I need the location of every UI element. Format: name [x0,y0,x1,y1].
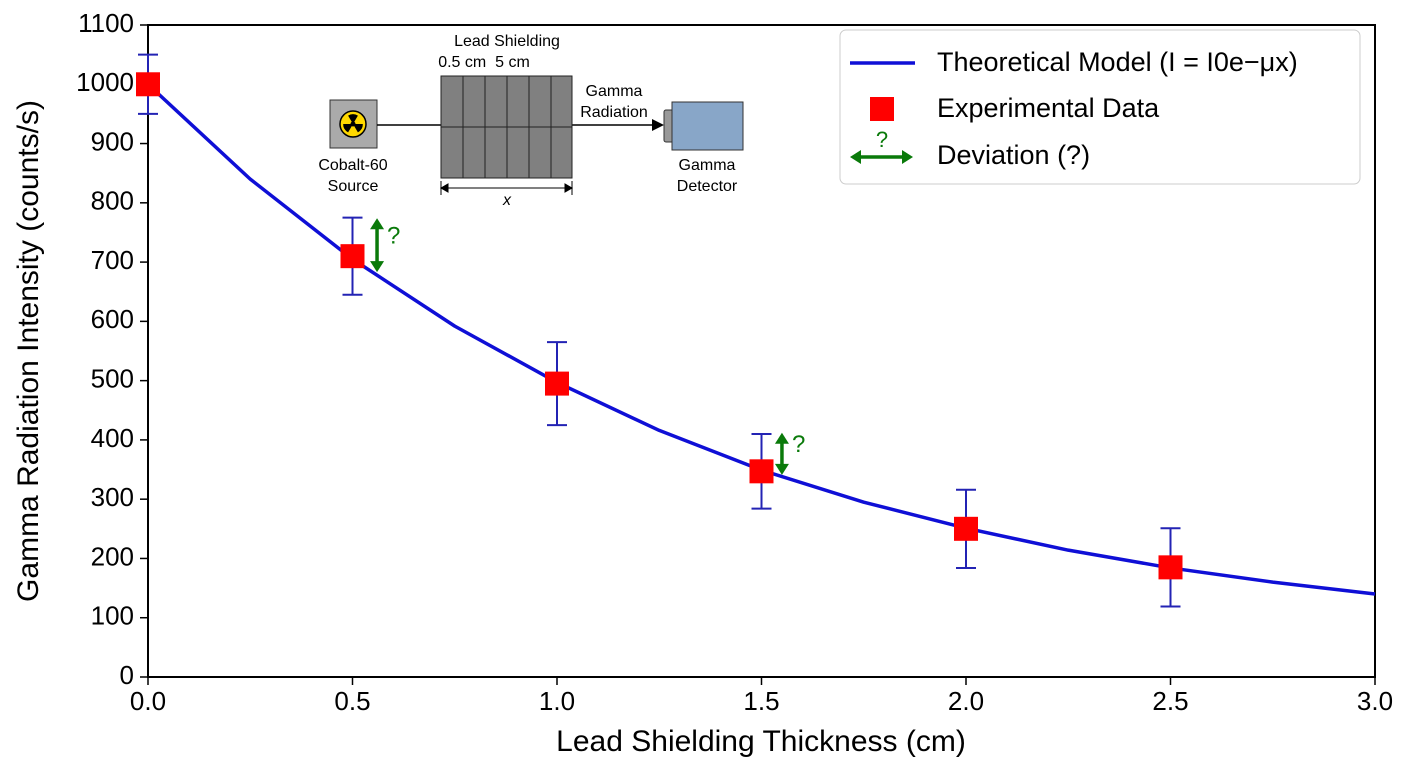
legend: Theoretical Model (I = I0e−μx) Experimen… [839,29,1361,185]
data-point [136,72,160,97]
beam-arrowhead [652,119,664,131]
legend-label: Experimental Data [937,93,1160,123]
inset-label: Lead Shielding [454,33,560,50]
x-tick-label: 0.5 [334,686,370,716]
source-box [329,99,378,149]
y-tick-label: 500 [91,364,134,394]
data-point [1158,555,1183,580]
inset-label: Gamma [586,83,643,100]
y-tick-label: 400 [91,423,134,453]
x-tick-label: 2.5 [1152,686,1188,716]
radiation-trefoil [343,114,363,133]
y-tick-label: 100 [91,601,134,631]
data-point [545,371,569,396]
data-point [749,459,774,484]
data-point [340,244,365,269]
legend-label: Deviation (?) [937,140,1090,170]
x-tick-label: 2.0 [948,686,984,716]
y-tick-label: 900 [91,126,134,156]
deviation-arrow [774,432,789,475]
x-axis-label: Lead Shielding Thickness (cm) [556,725,966,758]
y-tick-label: 1000 [76,67,134,97]
y-tick-label: 0 [120,660,134,690]
y-tick-label: 600 [91,304,134,334]
y-tick-label: 300 [91,482,134,512]
legend-box [839,29,1361,185]
y-tick-label: 1100 [78,8,134,38]
dimension-ends [439,181,574,195]
arrow-head [902,150,913,164]
deviation-arrow [370,218,385,273]
detector-box [671,101,744,151]
lead-plates [441,76,572,178]
inset-label: Radiation [580,104,648,121]
arrow-head [370,261,385,273]
x-tick-label: 1.0 [539,686,575,716]
x-tick-label: 0.0 [130,686,166,716]
deviation-label: ? [792,431,805,458]
arrow-head [850,150,861,164]
deviation-label: ? [387,223,400,250]
inset-label: Source [328,178,379,195]
arrow-head [774,463,789,475]
inset-label: x [502,192,512,209]
inset-label: 0.5 cm 5 cm [438,54,530,71]
legend-deviation-mark: ? [876,127,888,152]
x-tick-label: 3.0 [1357,686,1393,716]
y-tick-label: 700 [91,245,134,275]
arrow-head [774,432,789,444]
inset-diagram: Lead Shielding 0.5 cm 5 cm Gamma Radiati… [318,33,744,209]
legend-marker [870,97,894,121]
inset-label: Gamma [679,157,736,174]
x-tick-label: 1.5 [743,686,779,716]
legend-deviation-arrow [850,150,913,164]
legend-label: Theoretical Model (I = I0e−μx) [937,47,1298,77]
y-tick-label: 200 [91,541,134,571]
y-axis-label: Gamma Radiation Intensity (counts/s) [12,100,45,602]
data-point [954,516,978,541]
y-tick-label: 800 [91,186,134,216]
inset-label: Detector [677,178,738,195]
inset-label: Cobalt-60 [318,157,387,174]
arrow-head [370,218,385,230]
